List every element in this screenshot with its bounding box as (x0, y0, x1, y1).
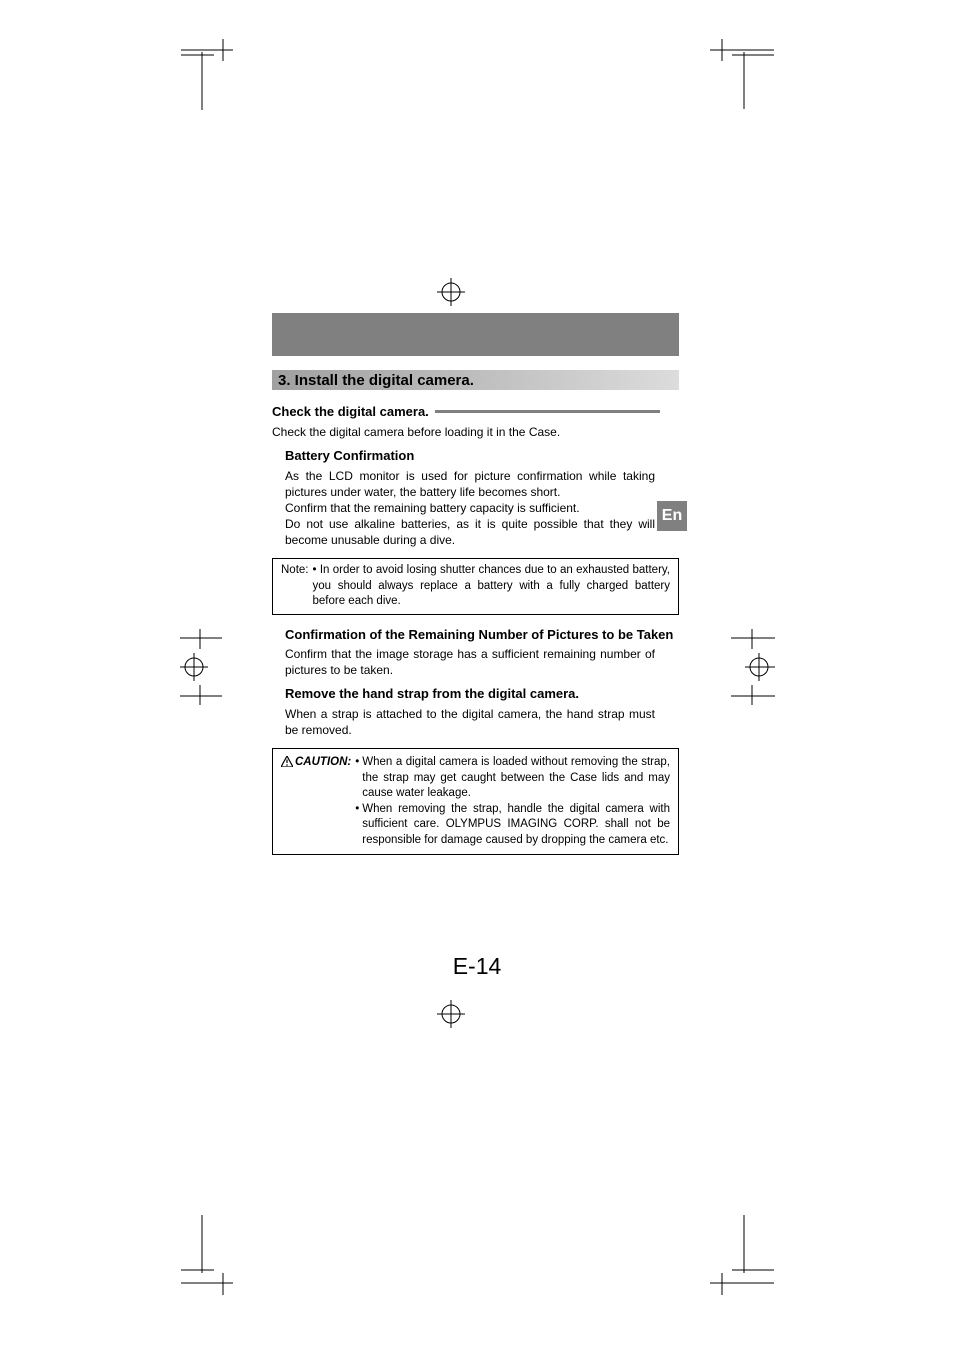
strap-heading: Remove the hand strap from the digital c… (285, 686, 579, 701)
language-tab-text: En (662, 507, 682, 525)
battery-heading: Battery Confirmation (285, 448, 414, 463)
caution-label: CAUTION : (281, 755, 355, 848)
crop-mark-top-right (694, 39, 774, 109)
battery-p1: As the LCD monitor is used for picture c… (285, 468, 655, 500)
page-number: E-14 (0, 953, 954, 980)
caution-colon: : (347, 755, 351, 771)
warning-icon (281, 756, 293, 773)
crop-mark-bottom-left (181, 1215, 251, 1295)
caution-box: CAUTION : • When a digital camera is loa… (272, 748, 679, 855)
note-content: • In order to avoid losing shutter chanc… (313, 563, 671, 610)
caution-content: • When a digital camera is loaded withou… (355, 755, 670, 848)
crop-mark-left-mid (180, 629, 222, 705)
register-mark-top (437, 278, 465, 306)
caution-item-text: When removing the strap, handle the digi… (362, 802, 670, 849)
caution-item: • When removing the strap, handle the di… (355, 802, 670, 849)
section-title: 3. Install the digital camera. (272, 370, 679, 390)
caution-label-text: CAUTION (295, 755, 347, 771)
caution-item: • When a digital camera is loaded withou… (355, 755, 670, 802)
bullet-icon: • (355, 755, 362, 802)
battery-p2: Confirm that the remaining battery capac… (285, 500, 655, 516)
crop-mark-bottom-right (694, 1215, 774, 1295)
bullet-icon: • (355, 802, 362, 849)
battery-p3: Do not use alkaline batteries, as it is … (285, 516, 655, 548)
caution-item-text: When a digital camera is loaded without … (362, 755, 670, 802)
strap-text: When a strap is attached to the digital … (285, 706, 655, 738)
note-bullet: • (313, 564, 317, 576)
note-label: Note: (281, 563, 313, 610)
remaining-text: Confirm that the image storage has a suf… (285, 646, 655, 678)
section-title-text: 3. Install the digital camera. (278, 372, 474, 389)
crop-mark-top-left-inner (181, 52, 214, 110)
check-heading-rule (435, 410, 660, 413)
check-heading-text: Check the digital camera. (272, 404, 429, 419)
check-heading: Check the digital camera. (272, 404, 660, 419)
header-bar (272, 313, 679, 356)
check-text: Check the digital camera before loading … (272, 424, 679, 440)
register-mark-bottom (437, 1000, 465, 1028)
note-box: Note: • In order to avoid losing shutter… (272, 558, 679, 615)
crop-mark-right-mid (725, 629, 775, 705)
note-text: In order to avoid losing shutter chances… (313, 564, 671, 607)
language-tab: En (657, 501, 687, 531)
remaining-heading: Confirmation of the Remaining Number of … (285, 627, 673, 642)
